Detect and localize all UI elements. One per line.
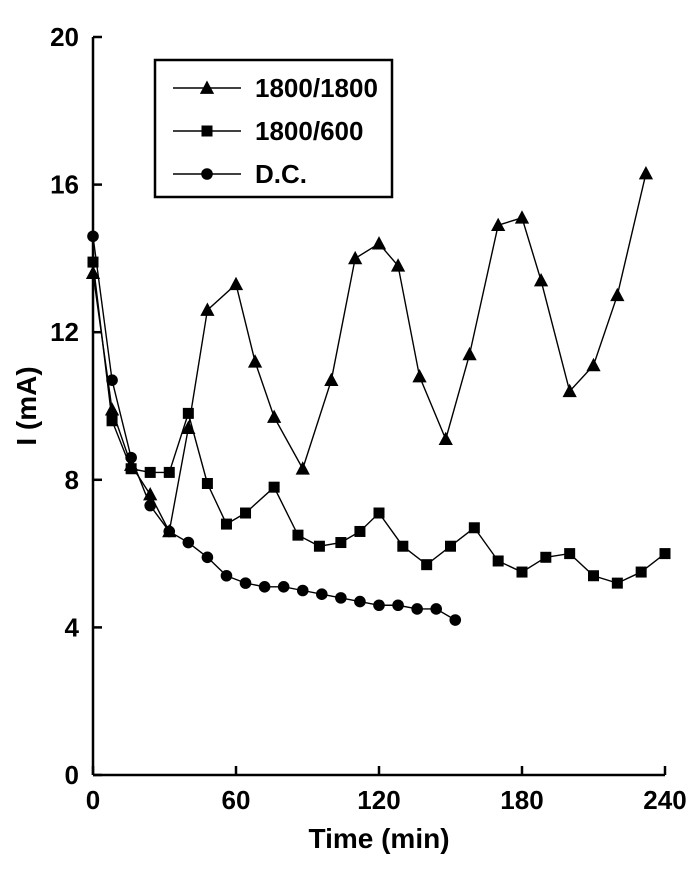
series-line — [92, 262, 666, 584]
square-marker — [516, 566, 528, 578]
legend-label: 1800/600 — [255, 116, 363, 146]
triangle-marker — [324, 372, 339, 387]
triangle-marker — [438, 431, 453, 446]
series-d-c- — [87, 230, 462, 626]
y-axis-label: I (mA) — [11, 366, 42, 445]
square-marker — [588, 570, 599, 582]
x-tick-label: 0 — [86, 785, 100, 815]
y-tick-label: 16 — [50, 170, 79, 200]
y-tick-label: 12 — [50, 317, 79, 347]
circle-marker — [277, 581, 290, 593]
square-marker — [201, 125, 213, 137]
triangle-marker — [562, 383, 577, 398]
square-marker — [564, 548, 576, 560]
series-1800-600 — [87, 256, 671, 589]
square-marker — [220, 518, 232, 530]
square-marker — [182, 407, 194, 419]
x-tick-label: 120 — [357, 785, 400, 815]
circle-marker — [430, 603, 443, 615]
circle-marker — [373, 599, 385, 612]
square-marker — [106, 415, 118, 427]
triangle-marker — [462, 346, 477, 361]
square-marker — [421, 559, 433, 571]
square-marker — [292, 529, 304, 541]
square-marker — [492, 555, 504, 567]
circle-marker — [316, 588, 328, 600]
triangle-marker — [247, 354, 263, 368]
legend-label: D.C. — [255, 159, 307, 189]
circle-marker — [144, 499, 156, 512]
circle-marker — [201, 168, 213, 180]
circle-marker — [258, 581, 271, 593]
square-marker — [659, 548, 671, 560]
circle-marker — [125, 451, 137, 464]
square-marker — [540, 551, 552, 563]
triangle-marker — [295, 461, 310, 475]
series-1800-1800 — [85, 166, 654, 538]
circle-marker — [392, 599, 404, 612]
data-series — [85, 166, 671, 626]
triangle-marker — [412, 368, 427, 383]
x-tick-label: 60 — [222, 785, 251, 815]
triangle-marker — [104, 402, 120, 416]
triangle-marker — [200, 302, 215, 316]
series-line — [92, 173, 647, 534]
triangle-marker — [199, 80, 215, 94]
square-marker — [354, 525, 366, 537]
x-axis-label: Time (min) — [308, 823, 449, 854]
legend: 1800/1800 1800/600 D.C. — [153, 58, 394, 199]
triangle-marker — [586, 357, 601, 372]
circle-marker — [296, 584, 309, 597]
circle-marker — [201, 551, 214, 564]
circle-marker — [335, 592, 347, 604]
triangle-marker — [85, 265, 101, 280]
triangle-marker — [610, 287, 625, 302]
triangle-marker — [371, 236, 387, 250]
y-tick-label: 20 — [50, 22, 79, 52]
circle-marker — [163, 525, 176, 538]
square-marker — [87, 256, 99, 268]
square-marker — [163, 466, 175, 478]
x-tick-label: 180 — [500, 785, 543, 815]
circle-marker — [411, 603, 423, 615]
triangle-marker — [638, 166, 654, 180]
triangle-marker — [390, 258, 406, 272]
square-marker — [313, 540, 325, 552]
triangle-marker — [533, 273, 549, 287]
square-marker — [201, 477, 213, 489]
square-marker — [397, 540, 409, 552]
circle-marker — [182, 536, 195, 549]
square-marker — [240, 507, 252, 519]
y-tick-label: 0 — [65, 760, 79, 790]
square-marker — [335, 537, 347, 549]
square-marker — [144, 466, 156, 478]
square-marker — [445, 540, 456, 552]
triangle-marker — [348, 250, 363, 265]
square-marker — [635, 566, 647, 578]
axes: 0 60 120 180 240 0 4 8 12 16 20 — [50, 22, 687, 815]
legend-label: 1800/1800 — [255, 73, 378, 103]
y-tick-label: 4 — [65, 612, 80, 642]
square-marker — [373, 507, 385, 519]
square-marker — [125, 463, 137, 475]
triangle-marker — [514, 210, 530, 224]
triangle-marker — [228, 276, 244, 291]
triangle-marker — [491, 217, 506, 232]
triangle-marker — [267, 409, 282, 423]
y-tick-label: 8 — [65, 465, 79, 495]
triangle-marker — [181, 420, 196, 434]
circle-marker — [106, 374, 118, 386]
circle-marker — [87, 230, 99, 243]
circle-marker — [239, 577, 252, 589]
circle-marker — [354, 595, 366, 608]
circle-marker — [220, 569, 233, 582]
series-line — [92, 236, 456, 621]
x-tick-label: 240 — [643, 785, 686, 815]
square-marker — [268, 481, 280, 493]
square-marker — [468, 522, 480, 534]
square-marker — [611, 577, 623, 589]
circle-marker — [449, 614, 462, 626]
